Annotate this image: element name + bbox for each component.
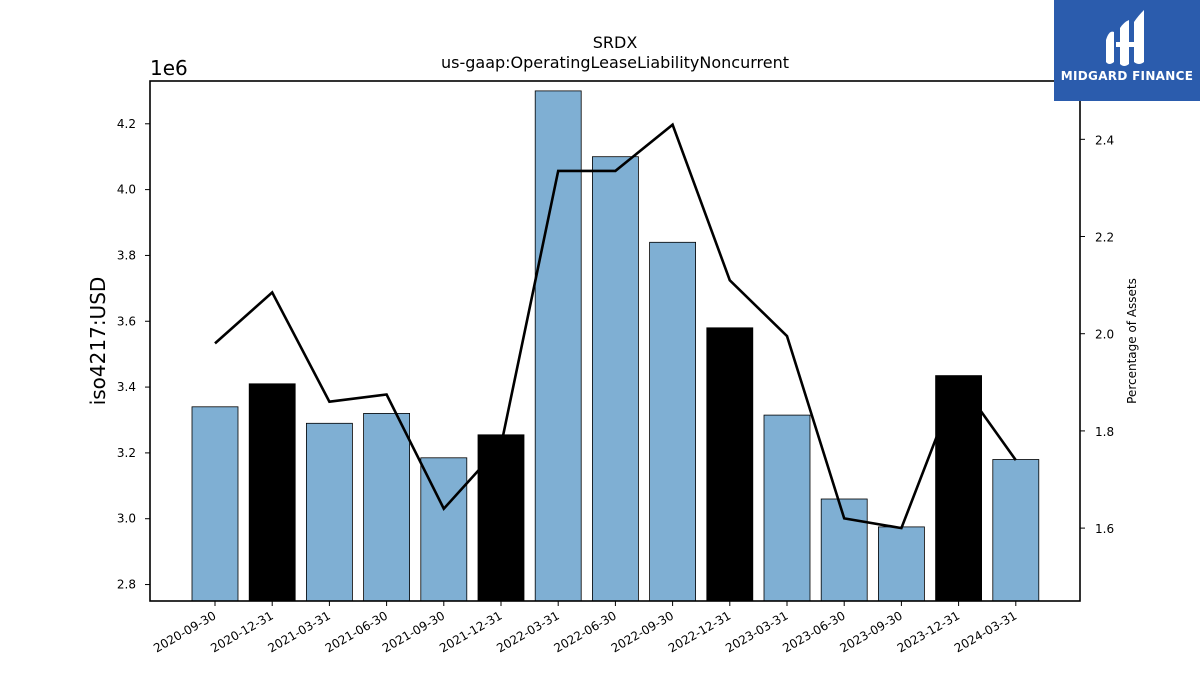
x-tick-label: 2021-12-31 [437,608,504,655]
y-multiplier: 1e6 [150,56,188,80]
midgard-finance-logo: MIDGARD FINANCE [1054,0,1200,101]
x-tick-label: 2021-03-31 [265,608,332,655]
bar-2021-12-31 [477,434,525,602]
x-tick-label: 2021-09-30 [380,608,447,655]
bar-2022-09-30 [649,241,696,602]
y-axis-label: iso4217:USD [86,277,110,406]
bar-2022-03-31 [534,90,582,602]
y2-tick-label: 2.2 [1095,231,1114,245]
x-tick-label: 2020-09-30 [151,608,218,655]
x-tick-label: 2023-03-31 [723,608,790,655]
y-tick-label: 4.0 [117,183,136,197]
y-tick-label: 3.8 [117,248,136,262]
y-tick-label: 2.8 [117,578,136,592]
bars-layer [191,90,1040,602]
bar-2023-09-30 [878,526,925,602]
x-tick-label: 2021-06-30 [323,608,390,655]
x-tick-label: 2022-09-30 [609,608,676,655]
y-tick-label: 3.2 [117,446,136,460]
bar-2020-09-30 [191,406,239,602]
bar-2021-03-31 [305,422,353,602]
logo-text: MIDGARD FINANCE [1060,69,1194,83]
y2-tick-label: 1.6 [1095,522,1114,536]
y-tick-label: 4.2 [117,117,136,131]
bar-2023-12-31 [935,375,982,602]
chart-subtitle: us-gaap:OperatingLeaseLiabilityNoncurren… [441,53,789,72]
midgard-logo-icon [1106,10,1144,66]
x-tick-label: 2022-03-31 [494,608,561,655]
chart-title: SRDX [593,33,638,52]
y-tick-label: 3.4 [117,380,136,394]
x-tick-label: 2022-12-31 [666,608,733,655]
y2-tick-label: 1.8 [1095,425,1114,439]
bar-2020-12-31 [248,383,296,602]
bar-2021-06-30 [363,412,411,602]
y2-tick-label: 2.4 [1095,133,1114,147]
y-tick-label: 3.6 [117,314,136,328]
y2-axis-label: Percentage of Assets [1125,278,1139,404]
x-tick-label: 2020-12-31 [208,608,275,655]
percentage-line [214,122,1017,530]
bar-2021-09-30 [420,457,468,602]
x-tick-label: 2023-09-30 [837,608,904,655]
bar-2023-03-31 [763,414,811,602]
x-tick-label: 2022-06-30 [551,608,618,655]
bar-2024-03-31 [992,459,1040,602]
x-tick-label: 2023-12-31 [895,608,962,655]
y2-tick-label: 2.0 [1095,328,1114,342]
bar-2022-12-31 [706,327,754,602]
y-tick-label: 3.0 [117,512,136,526]
x-tick-label: 2023-06-30 [780,608,847,655]
x-tick-label: 2024-03-31 [952,608,1019,655]
bar-2022-06-30 [592,156,639,602]
line-layer [214,122,1017,530]
